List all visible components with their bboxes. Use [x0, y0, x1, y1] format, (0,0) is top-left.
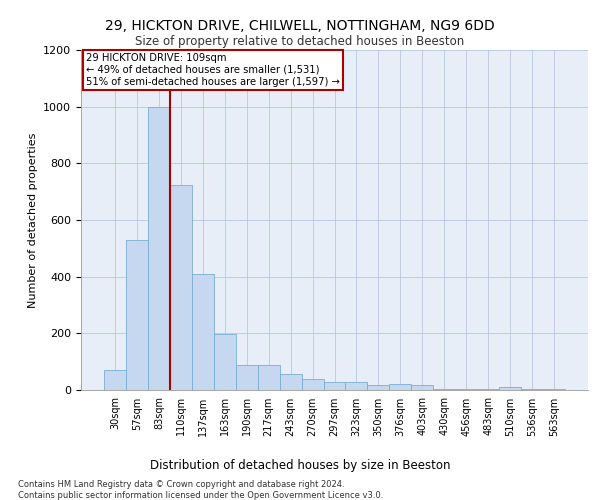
Bar — [148, 106, 170, 390]
Bar — [389, 384, 412, 390]
Bar — [257, 364, 280, 390]
Bar — [521, 388, 543, 390]
Bar — [214, 334, 236, 390]
Bar — [323, 382, 346, 390]
Text: Contains HM Land Registry data © Crown copyright and database right 2024.
Contai: Contains HM Land Registry data © Crown c… — [18, 480, 383, 500]
Bar — [280, 374, 302, 390]
Text: Distribution of detached houses by size in Beeston: Distribution of detached houses by size … — [150, 460, 450, 472]
Bar — [367, 385, 389, 390]
Bar — [455, 388, 477, 390]
Bar — [126, 240, 148, 390]
Bar — [302, 379, 323, 390]
Bar — [477, 388, 499, 390]
Bar — [499, 387, 521, 390]
Y-axis label: Number of detached properties: Number of detached properties — [28, 132, 38, 308]
Text: 29 HICKTON DRIVE: 109sqm
← 49% of detached houses are smaller (1,531)
51% of sem: 29 HICKTON DRIVE: 109sqm ← 49% of detach… — [86, 54, 340, 86]
Bar — [433, 388, 455, 390]
Bar — [346, 382, 367, 390]
Text: 29, HICKTON DRIVE, CHILWELL, NOTTINGHAM, NG9 6DD: 29, HICKTON DRIVE, CHILWELL, NOTTINGHAM,… — [105, 19, 495, 33]
Bar — [104, 370, 126, 390]
Bar — [236, 364, 257, 390]
Bar — [412, 385, 433, 390]
Bar — [543, 389, 565, 390]
Bar — [170, 184, 192, 390]
Text: Size of property relative to detached houses in Beeston: Size of property relative to detached ho… — [136, 35, 464, 48]
Bar — [192, 274, 214, 390]
